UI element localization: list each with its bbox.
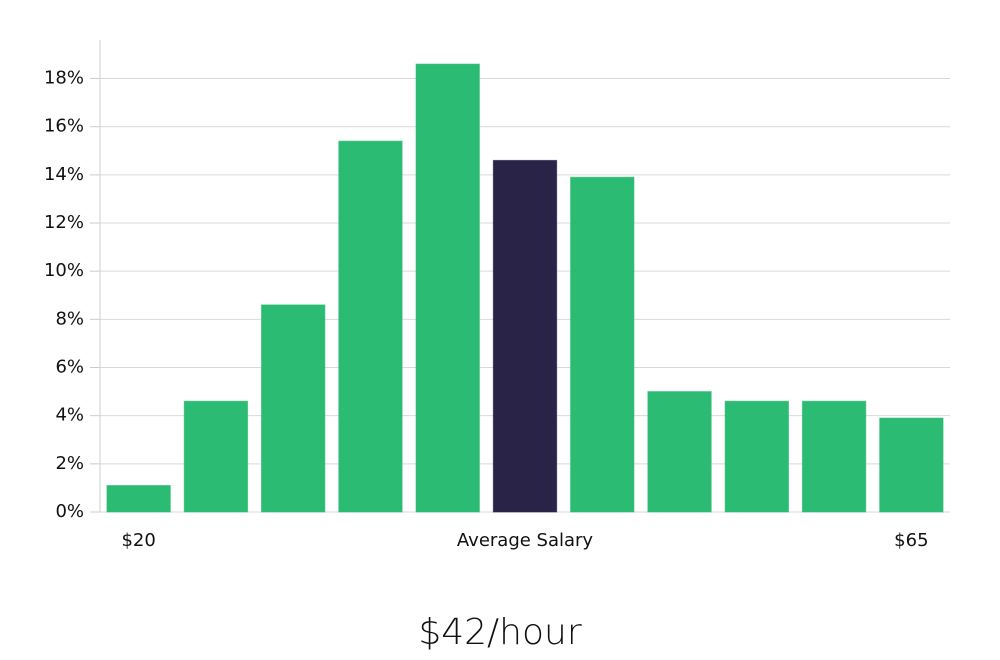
bar [415, 63, 480, 513]
x-tick-label: $65 [894, 530, 928, 551]
y-tick-label: 18% [44, 68, 84, 89]
y-tick-label: 8% [55, 308, 84, 329]
y-tick-label: 12% [44, 212, 84, 233]
y-tick-label: 6% [55, 357, 84, 378]
bar [338, 140, 403, 513]
bar [492, 159, 558, 513]
bar [261, 304, 326, 513]
bar [879, 417, 944, 513]
y-tick-label: 4% [55, 405, 84, 426]
bar [183, 400, 249, 513]
y-tick-label: 2% [55, 453, 84, 474]
y-tick-label: 16% [44, 116, 84, 137]
x-tick-label: $20 [121, 530, 155, 551]
annotation: $42/hour [418, 612, 582, 653]
bar [106, 485, 171, 513]
x-tick-label: Average Salary [457, 530, 594, 551]
bar [570, 176, 635, 513]
y-tick-label: 0% [55, 501, 84, 522]
bar [724, 400, 789, 513]
y-tick-label: 10% [44, 260, 84, 281]
bar [647, 391, 712, 513]
bar [801, 400, 867, 513]
y-tick-label: 14% [44, 164, 84, 185]
